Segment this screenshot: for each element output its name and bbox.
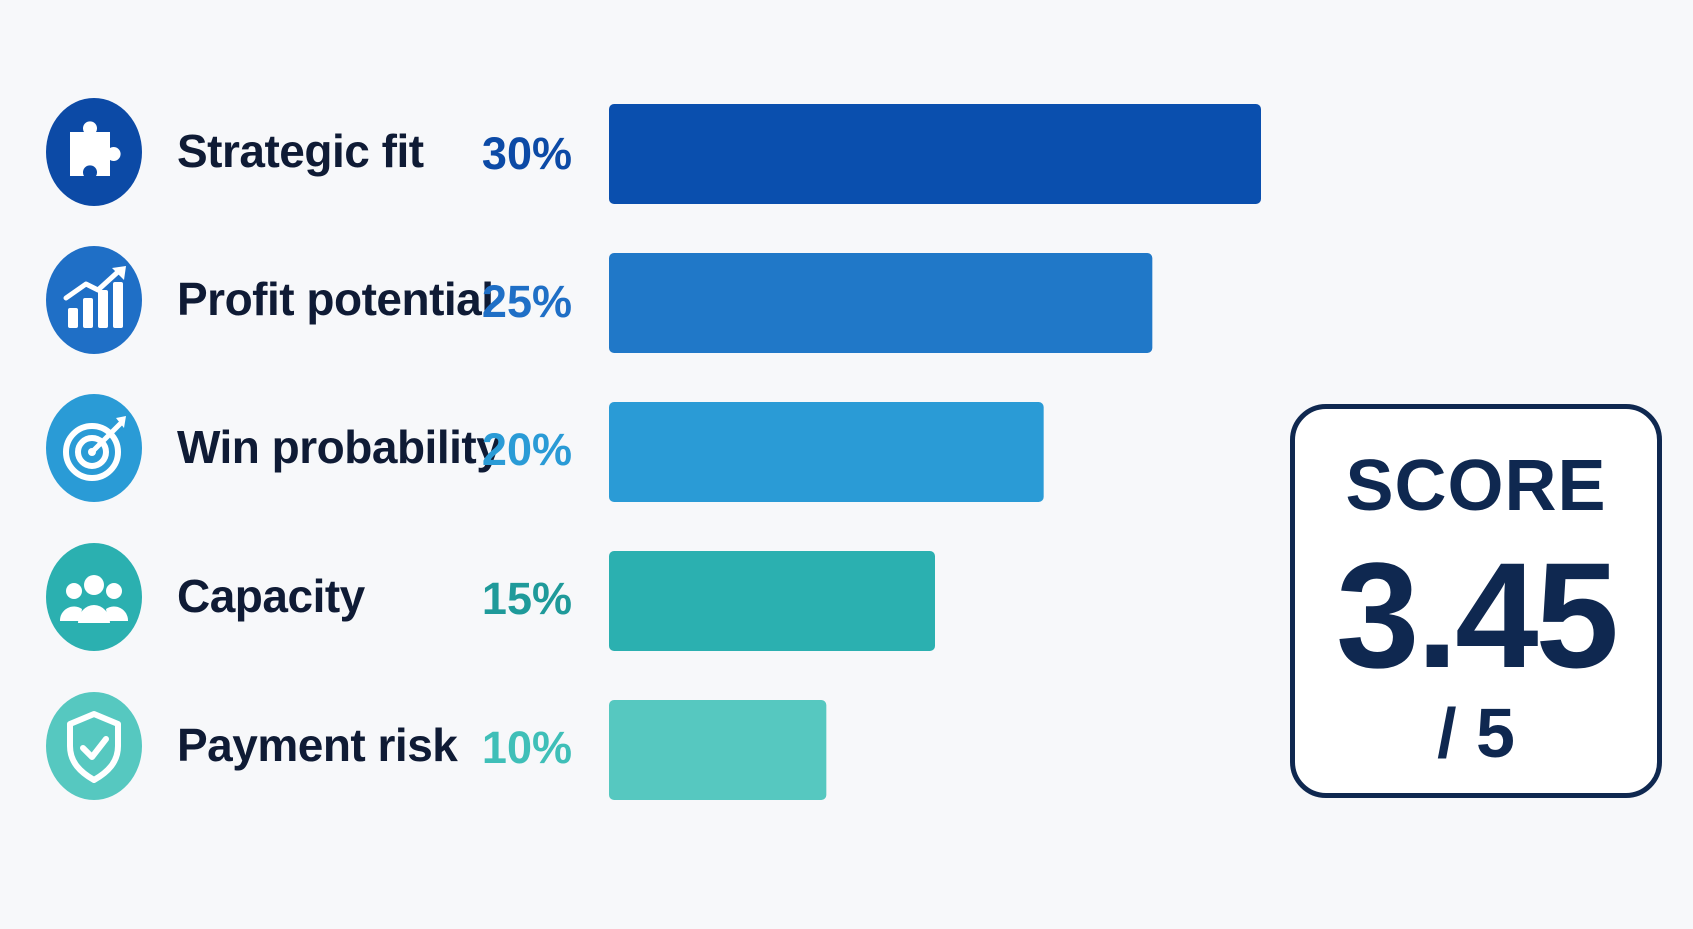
shield-check-icon [46,692,142,800]
value-label-strategic-fit: 30% [481,128,572,179]
score-denominator: / 5 [1437,694,1515,772]
value-label-win-probability: 20% [481,424,572,475]
growth-chart-icon [46,246,142,354]
target-icon [46,394,142,502]
bar-strategic-fit [609,104,1261,204]
bar-profit-potential [609,253,1153,353]
category-label-capacity: Capacity [177,570,365,622]
category-label-strategic-fit: Strategic fit [177,125,424,177]
bar-payment-risk [609,700,827,800]
category-label-payment-risk: Payment risk [177,719,458,771]
score-value: 3.45 [1336,531,1619,699]
value-label-capacity: 15% [481,573,572,624]
puzzle-icon [46,98,142,206]
score-card: SCORE 3.45 / 5 [1290,404,1662,798]
category-label-profit-potential: Profit potential [177,273,494,325]
bar-capacity [609,551,935,651]
category-label-win-probability: Win probability [177,421,502,473]
value-label-payment-risk: 10% [481,722,572,773]
bar-win-probability [609,402,1044,502]
team-icon [46,543,142,651]
score-title: SCORE [1345,446,1607,526]
value-label-profit-potential: 25% [481,276,572,327]
